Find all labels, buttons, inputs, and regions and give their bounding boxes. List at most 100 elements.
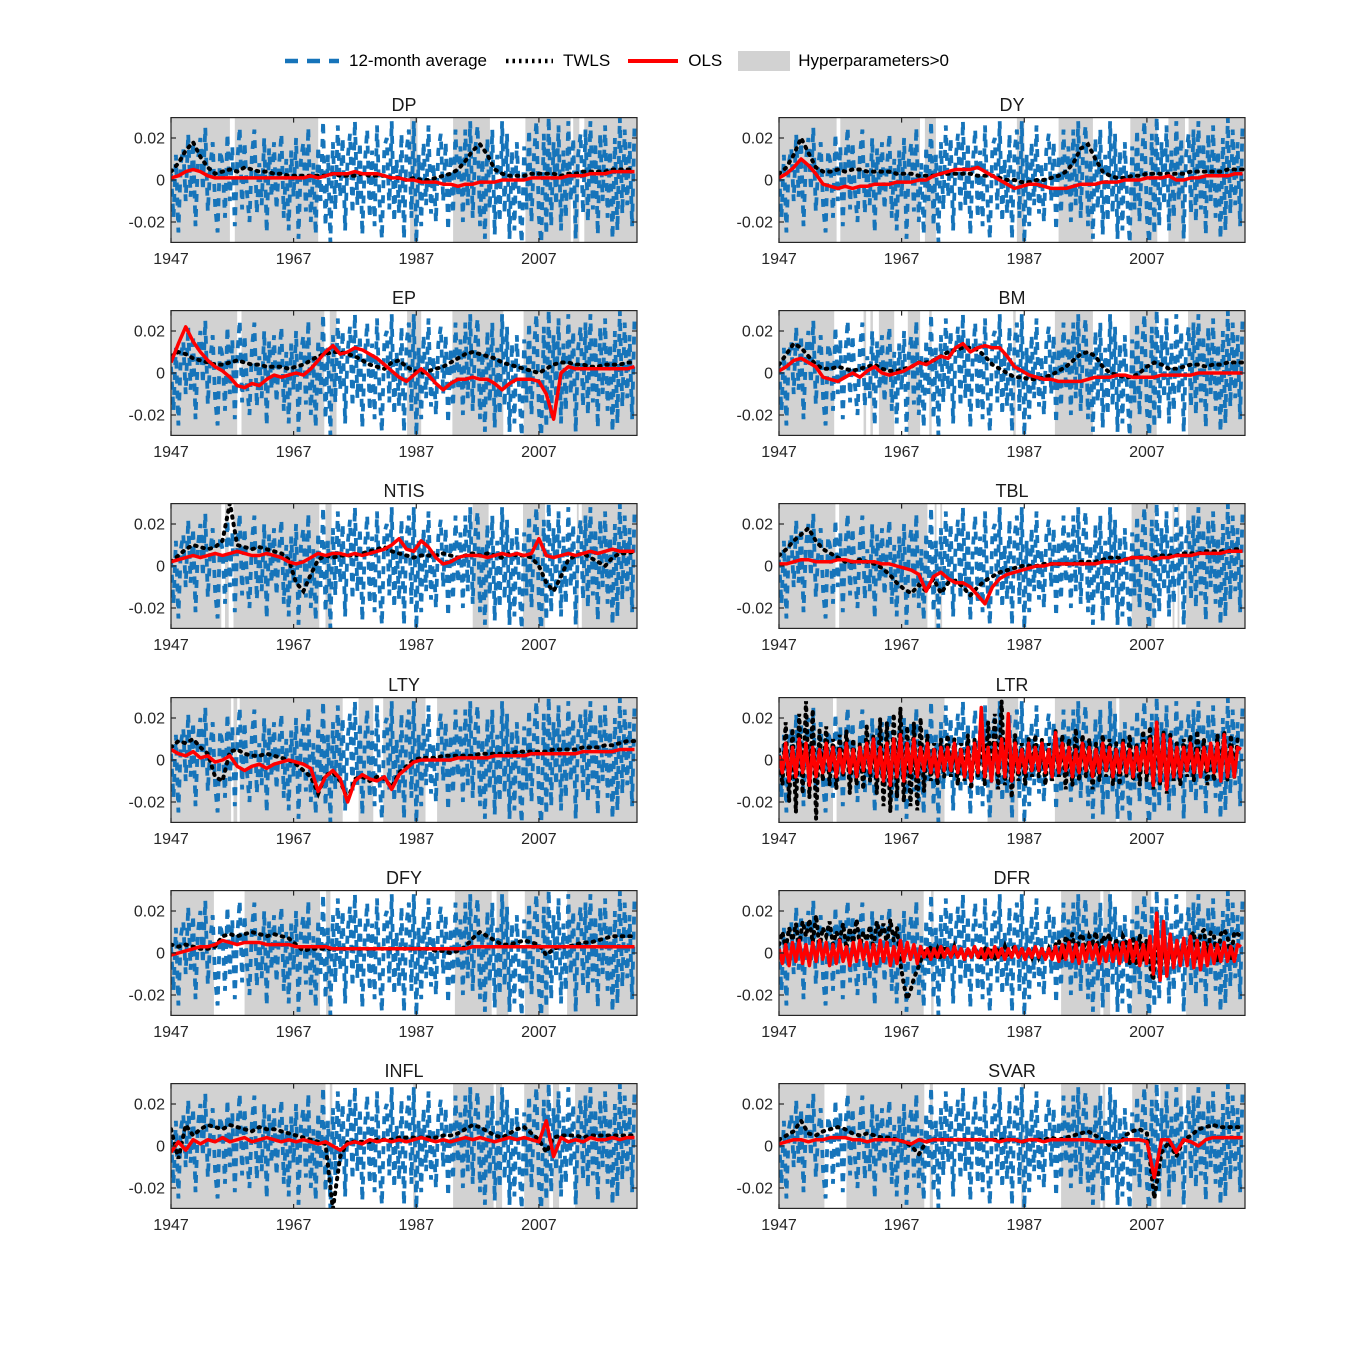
x-tick-label: 1967 — [276, 831, 312, 848]
x-tick-label: 1947 — [761, 251, 797, 268]
x-tick-label: 1947 — [153, 1217, 189, 1234]
y-tick-label: 0 — [764, 366, 773, 383]
y-tick-label: -0.02 — [737, 408, 774, 425]
x-tick-label: 1947 — [761, 1024, 797, 1041]
average-line — [171, 503, 637, 630]
y-tick-label: -0.02 — [737, 601, 774, 618]
hyperparameter-band — [329, 310, 337, 437]
x-tick-label: 2007 — [1129, 1024, 1165, 1041]
y-tick-label: 0 — [764, 752, 773, 769]
panel-chart: 1947 1967 1987 2007 0.02 0 -0.02 — [129, 503, 638, 654]
x-tick-label: 2007 — [521, 637, 557, 654]
panel-title: DFY — [386, 867, 422, 888]
y-tick-label: 0.02 — [134, 517, 165, 534]
y-tick-label: -0.02 — [737, 215, 774, 232]
y-tick-label: -0.02 — [129, 215, 166, 232]
panel-svar: SVAR 1947 1967 1987 2007 0.02 0 -0.02 — [718, 1061, 1278, 1240]
x-tick-label: 1987 — [1007, 831, 1043, 848]
gray-patch-sample-icon — [738, 51, 791, 71]
hyperparameter-band — [929, 310, 932, 437]
x-tick-label: 1947 — [153, 251, 189, 268]
x-tick-label: 1967 — [276, 1024, 312, 1041]
y-tick-label: 0 — [764, 559, 773, 576]
panel-chart: 1947 1967 1987 2007 0.02 0 -0.02 — [129, 310, 638, 461]
panel-dfy: DFY 1947 1967 1987 2007 0.02 0 -0.02 — [110, 868, 670, 1047]
twls-line — [779, 341, 1245, 382]
x-tick-label: 1967 — [884, 831, 920, 848]
panel-tbl: TBL 1947 1967 1987 2007 0.02 0 -0.02 — [718, 481, 1278, 660]
panel-title: DP — [391, 95, 417, 115]
y-tick-label: 0.02 — [742, 710, 773, 727]
dashed-line-sample-icon — [285, 58, 339, 64]
y-tick-label: 0 — [156, 752, 165, 769]
panel-ntis: NTIS 1947 1967 1987 2007 0.02 0 -0.02 — [110, 481, 670, 660]
ols-line — [171, 167, 635, 189]
panel-title: EP — [391, 288, 416, 309]
average-line — [779, 1083, 1245, 1209]
x-tick-label: 2007 — [1129, 831, 1165, 848]
legend-item-average: 12-month average — [283, 51, 487, 71]
dotted-line-sample-icon — [505, 58, 553, 64]
panel-dp: DP 1947 1967 1987 2007 0.02 0 -0.02 — [110, 95, 670, 274]
x-tick-label: 1987 — [399, 444, 435, 461]
panel-dy: DY 1947 1967 1987 2007 0.02 0 -0.02 — [718, 95, 1278, 274]
ols-line — [779, 705, 1242, 791]
panel-title: LTY — [388, 674, 420, 695]
x-tick-label: 1967 — [276, 637, 312, 654]
x-tick-label: 1967 — [276, 444, 312, 461]
x-tick-label: 1947 — [761, 444, 797, 461]
x-tick-label: 1967 — [884, 637, 920, 654]
ols-line — [779, 157, 1243, 191]
ols-line — [171, 325, 635, 422]
ols-line — [171, 747, 635, 804]
panel-title: TBL — [995, 481, 1029, 502]
ols-line — [779, 911, 1242, 982]
x-tick-label: 1967 — [884, 444, 920, 461]
panel-chart: 1947 1967 1987 2007 0.02 0 -0.02 — [129, 1083, 638, 1234]
panel-chart: 1947 1967 1987 2007 0.02 0 -0.02 — [737, 310, 1246, 461]
panel-ltr: LTR 1947 1967 1987 2007 0.02 0 -0.02 — [718, 675, 1278, 854]
panel-chart: 1947 1967 1987 2007 0.02 0 -0.02 — [737, 117, 1246, 268]
panel-chart: 1947 1967 1987 2007 0.02 0 -0.02 — [737, 696, 1246, 848]
average-line — [171, 889, 637, 1016]
panel-title: DY — [999, 95, 1025, 115]
x-tick-label: 1947 — [153, 444, 189, 461]
x-tick-label: 1987 — [399, 251, 435, 268]
x-tick-label: 2007 — [521, 1217, 557, 1234]
legend-item-twls: TWLS — [503, 51, 610, 71]
hyperparameter-band — [1013, 310, 1016, 437]
hyperparameter-band — [924, 117, 936, 243]
legend-item-ols: OLS — [626, 51, 722, 71]
y-tick-label: 0.02 — [742, 1097, 773, 1114]
panel-title: NTIS — [383, 481, 425, 502]
average-line — [171, 696, 637, 823]
panel-title: LTR — [995, 674, 1029, 695]
panel-dfr: DFR 1947 1967 1987 2007 0.02 0 -0.02 — [718, 868, 1278, 1047]
hyperparameter-band — [779, 117, 837, 243]
y-tick-label: 0.02 — [742, 517, 773, 534]
hyperparameter-band — [940, 503, 943, 630]
x-tick-label: 2007 — [1129, 251, 1165, 268]
average-line — [171, 1083, 637, 1209]
legend-label-hyperparameters: Hyperparameters>0 — [798, 51, 949, 70]
x-tick-label: 1987 — [399, 637, 435, 654]
x-tick-label: 1947 — [153, 637, 189, 654]
x-tick-label: 1987 — [399, 831, 435, 848]
panel-title: INFL — [384, 1061, 424, 1081]
x-tick-label: 2007 — [1129, 444, 1165, 461]
panel-infl: INFL 1947 1967 1987 2007 0.02 0 -0.02 — [110, 1061, 670, 1240]
panel-title: DFR — [993, 867, 1031, 888]
panel-chart: 1947 1967 1987 2007 0.02 0 -0.02 — [129, 117, 638, 268]
x-tick-label: 1987 — [1007, 1024, 1043, 1041]
x-tick-label: 1947 — [153, 1024, 189, 1041]
x-tick-label: 1987 — [1007, 1217, 1043, 1234]
hyperparameter-band — [1102, 1083, 1106, 1209]
y-tick-label: -0.02 — [129, 601, 166, 618]
x-tick-label: 2007 — [521, 831, 557, 848]
panel-ep: EP 1947 1967 1987 2007 0.02 0 -0.02 — [110, 288, 670, 467]
y-tick-label: 0.02 — [134, 1097, 165, 1114]
y-tick-label: 0 — [764, 1139, 773, 1156]
y-tick-label: 0 — [156, 173, 165, 190]
panel-bm: BM 1947 1967 1987 2007 0.02 0 -0.02 — [718, 288, 1278, 467]
hyperparameter-band — [779, 503, 836, 630]
